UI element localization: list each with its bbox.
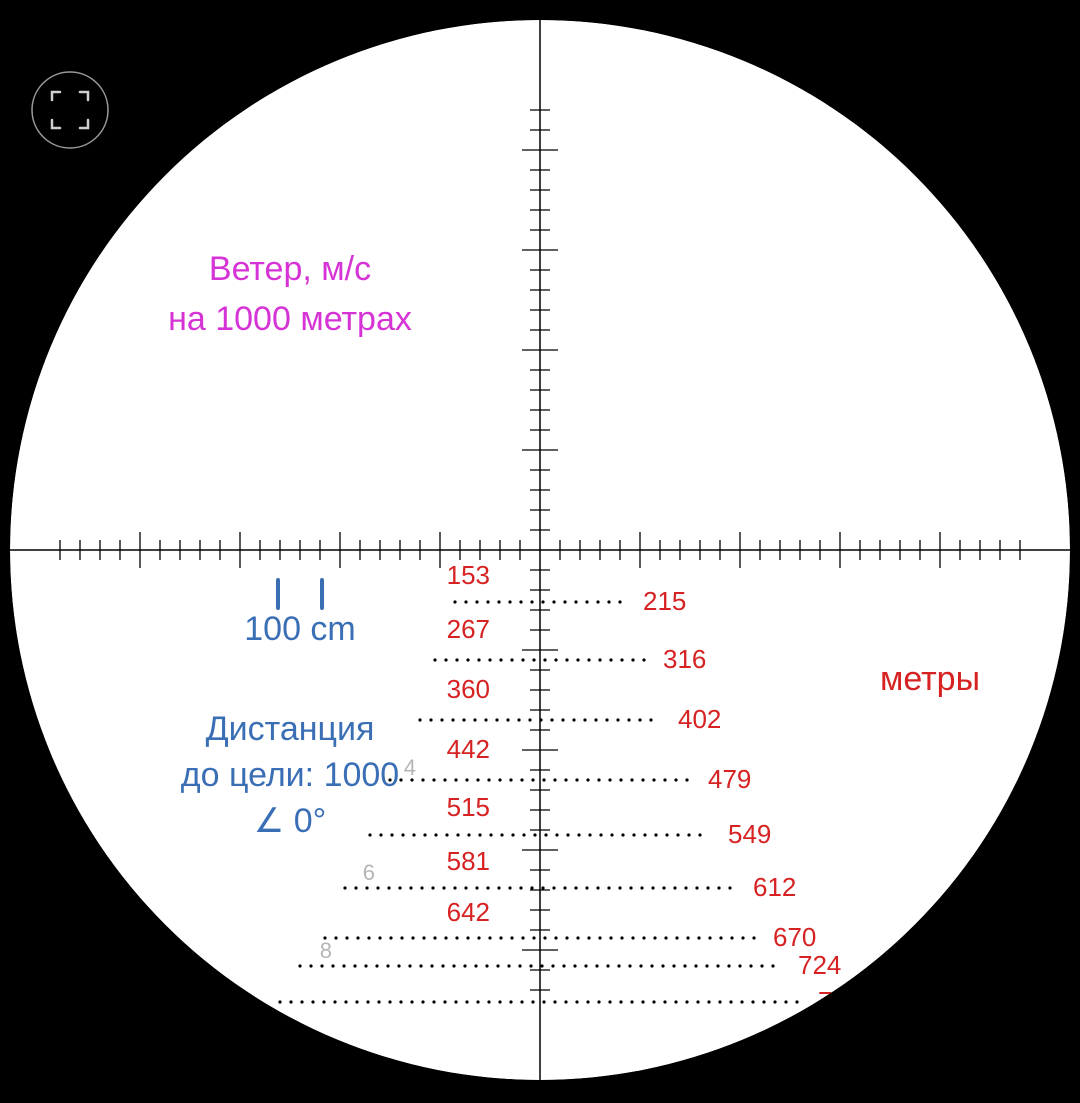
- wind-scale-tick: 4: [404, 755, 416, 780]
- scale-ref-label: 100 cm: [244, 610, 356, 648]
- drop-distance-label: 581: [447, 846, 490, 876]
- wind-scale-tick: 6: [363, 860, 375, 885]
- drop-distance-label: 642: [447, 897, 490, 927]
- drop-distance-label: 549: [728, 819, 771, 849]
- drop-distance-label: 612: [753, 872, 796, 902]
- wind-scale-tick: 8: [320, 938, 332, 963]
- fullscreen-icon[interactable]: [30, 70, 110, 150]
- drop-distance-label: 442: [447, 734, 490, 764]
- drop-distance-label: 215: [643, 586, 686, 616]
- drop-distance-label: 316: [663, 644, 706, 674]
- drop-distance-label: 724: [798, 950, 841, 980]
- wind-label-line2: на 1000 метрах: [168, 300, 412, 338]
- drop-distance-label: 360: [447, 674, 490, 704]
- wind-label-line1: Ветер, м/с: [209, 250, 371, 288]
- drop-distance-label: 515: [447, 792, 490, 822]
- drop-distance-label: 402: [678, 704, 721, 734]
- drop-distance-label: 267: [447, 614, 490, 644]
- meters-axis-label: метры: [880, 660, 980, 698]
- distance-label-3: ∠ 0°: [254, 802, 326, 840]
- drop-distance-label: 153: [447, 560, 490, 590]
- drop-distance-label: 479: [708, 764, 751, 794]
- drop-distance-label: 670: [773, 922, 816, 952]
- distance-label-1: Дистанция: [206, 710, 375, 748]
- distance-label-2: до цели: 1000: [181, 756, 399, 794]
